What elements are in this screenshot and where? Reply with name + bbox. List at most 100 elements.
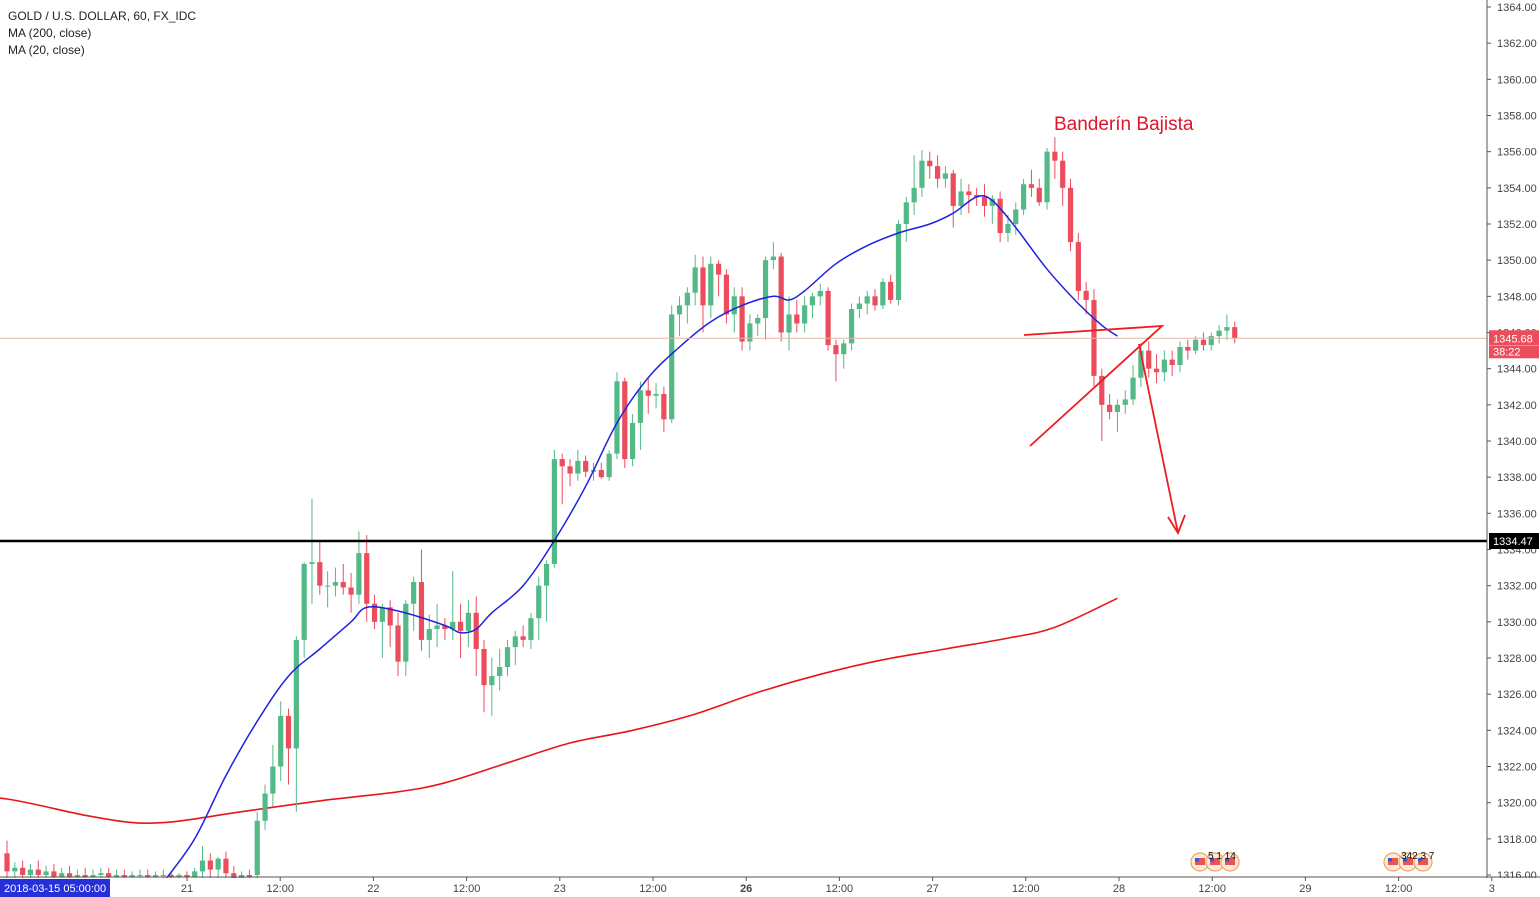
candle bbox=[598, 462, 604, 479]
ma200-line bbox=[0, 597, 1118, 825]
candle bbox=[1216, 325, 1222, 344]
candle bbox=[895, 220, 902, 306]
candle-body bbox=[184, 875, 190, 877]
candle bbox=[207, 853, 213, 883]
candle bbox=[379, 603, 385, 658]
candle bbox=[512, 630, 518, 666]
candle-body bbox=[856, 303, 862, 309]
candle bbox=[1185, 339, 1191, 360]
candle-body bbox=[598, 469, 604, 478]
x-tick-label: 28 bbox=[1113, 883, 1125, 895]
economic-events-label: 5 1 14 bbox=[1208, 851, 1236, 862]
candle bbox=[817, 283, 823, 306]
candle-body bbox=[411, 582, 417, 604]
candle bbox=[270, 744, 276, 807]
candle-body bbox=[262, 793, 268, 821]
candle bbox=[1130, 365, 1136, 405]
candle-body bbox=[442, 625, 448, 630]
candle bbox=[543, 560, 550, 622]
candle-body bbox=[27, 869, 34, 875]
time-axis[interactable]: 21 12:00 22 12:00 23 12:00 26 12:00 27 12:00 28 12:… bbox=[0, 876, 1540, 897]
candle-body bbox=[160, 875, 166, 876]
y-tick-label: 1362.00 bbox=[1497, 38, 1537, 50]
candle bbox=[4, 840, 10, 883]
flag-canton-icon bbox=[1388, 858, 1392, 862]
candle-body bbox=[1075, 242, 1081, 291]
candle bbox=[497, 648, 503, 691]
candle-body bbox=[1107, 404, 1113, 413]
y-tick-label: 1354.00 bbox=[1497, 183, 1537, 195]
candle bbox=[825, 287, 831, 351]
levels-layer bbox=[0, 337, 1487, 543]
candle-body bbox=[739, 296, 745, 342]
y-tick-label: 1320.00 bbox=[1497, 798, 1537, 810]
economic-events-label: 342 3 7 bbox=[1401, 851, 1435, 862]
candle-body bbox=[121, 875, 127, 877]
y-tick-label: 1358.00 bbox=[1497, 111, 1537, 123]
support-level-tag-bg bbox=[1489, 533, 1539, 550]
date-tag[interactable]: 2018-03-15 05:00:00 bbox=[0, 879, 110, 897]
candle-body bbox=[1146, 350, 1152, 369]
candle-body bbox=[848, 308, 855, 344]
candle bbox=[1146, 341, 1152, 378]
candle-body bbox=[106, 873, 112, 877]
candle-body bbox=[395, 625, 401, 662]
candle-body bbox=[325, 585, 331, 587]
candle bbox=[739, 287, 745, 351]
candle bbox=[536, 576, 542, 640]
candle bbox=[622, 377, 628, 469]
candle bbox=[872, 289, 878, 311]
candle-body bbox=[567, 466, 573, 474]
candle-body bbox=[231, 873, 237, 879]
candle bbox=[340, 563, 346, 595]
events-layer[interactable]: 5 1 14 342 3 7 bbox=[1190, 851, 1435, 872]
flag-canton-icon bbox=[1195, 858, 1199, 862]
candle bbox=[332, 567, 339, 597]
candle-body bbox=[637, 390, 644, 423]
y-tick-label: 1340.00 bbox=[1497, 436, 1537, 448]
candle bbox=[426, 614, 432, 658]
candle-body bbox=[168, 875, 174, 877]
candle-body bbox=[966, 191, 972, 196]
candles-layer bbox=[0, 137, 1487, 897]
last-price-tag-text: 1345.68 bbox=[1493, 333, 1533, 345]
candle-body bbox=[20, 867, 26, 875]
candle-body bbox=[497, 667, 503, 677]
candle-body bbox=[981, 196, 988, 206]
candle-body bbox=[817, 290, 823, 297]
y-tick-label: 1326.00 bbox=[1497, 689, 1537, 701]
candle-body bbox=[786, 314, 792, 333]
candle bbox=[1200, 332, 1207, 351]
y-tick-label: 1322.00 bbox=[1497, 762, 1537, 774]
candle bbox=[927, 151, 933, 179]
candle-body bbox=[473, 612, 479, 649]
candle bbox=[395, 612, 401, 677]
support-level-tag[interactable]: 1334.47 bbox=[1489, 533, 1539, 550]
economic-events-group[interactable]: 342 3 7 bbox=[1383, 851, 1435, 872]
candle-body bbox=[278, 715, 284, 767]
x-tick-label: 12:00 bbox=[826, 883, 854, 895]
candle bbox=[723, 269, 730, 324]
candle-body bbox=[504, 647, 511, 668]
candle bbox=[676, 296, 683, 337]
flag-stripes-icon bbox=[1225, 858, 1235, 865]
candle bbox=[223, 851, 229, 883]
candle bbox=[661, 386, 667, 432]
y-tick-label: 1348.00 bbox=[1497, 291, 1537, 303]
candle-body bbox=[1122, 399, 1128, 405]
economic-events-group[interactable]: 5 1 14 bbox=[1190, 851, 1240, 872]
x-tick-label: 23 bbox=[554, 883, 566, 895]
candle-body bbox=[223, 858, 229, 874]
candle-body bbox=[113, 875, 120, 877]
flag-stripes-icon bbox=[1210, 858, 1220, 865]
candle bbox=[1005, 214, 1011, 243]
candle bbox=[583, 455, 589, 478]
x-tick-label: 12:00 bbox=[266, 883, 294, 895]
candle bbox=[614, 372, 620, 460]
candle bbox=[1028, 169, 1035, 197]
candle-body bbox=[520, 636, 526, 640]
price-axis[interactable]: 1316.001318.001320.001322.001324.001326.… bbox=[1486, 0, 1539, 897]
candle-body bbox=[176, 875, 182, 877]
